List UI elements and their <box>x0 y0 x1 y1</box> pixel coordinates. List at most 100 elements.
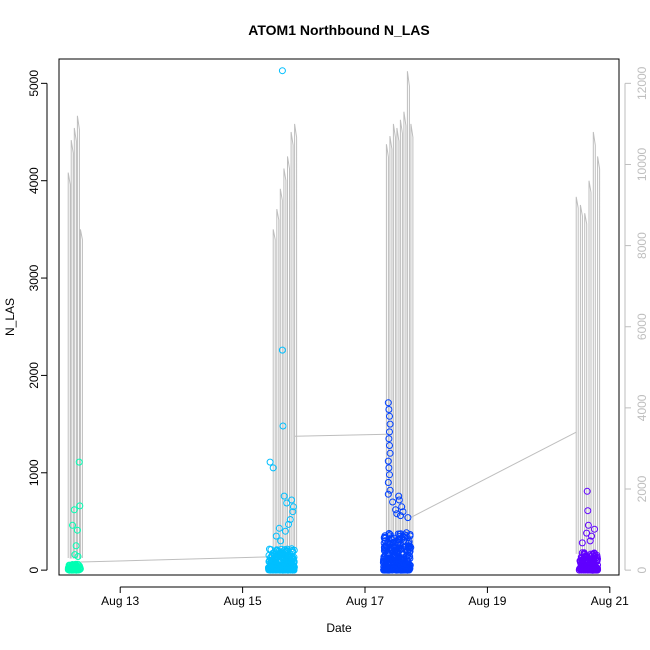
data-point <box>591 525 598 533</box>
data-point <box>398 557 406 564</box>
y-tick-label: 5000 <box>27 70 41 97</box>
data-point <box>584 521 592 529</box>
secondary-line-segment <box>67 115 83 559</box>
y-tick-label: 0 <box>27 566 41 573</box>
data-point <box>285 520 292 528</box>
data-point <box>71 561 79 569</box>
data-point <box>397 512 404 520</box>
data-point <box>278 346 286 354</box>
data-point <box>403 529 410 537</box>
data-point <box>385 435 393 443</box>
data-point <box>386 471 393 479</box>
data-point <box>385 464 393 472</box>
data-point <box>592 556 600 564</box>
data-point <box>593 551 601 559</box>
data-point <box>578 560 586 568</box>
plot-frame <box>58 58 620 576</box>
y2-tick-label: 10000 <box>635 147 649 181</box>
data-point <box>275 524 283 532</box>
data-point <box>288 496 296 504</box>
x-tick-label: Aug 13 <box>101 594 139 608</box>
x-tick-label: Aug 19 <box>468 594 506 608</box>
data-point <box>381 543 388 551</box>
data-point <box>405 538 413 546</box>
y-tick-label: 4000 <box>27 167 41 194</box>
y2-tick-label: 6000 <box>635 313 649 340</box>
y2-tick-label: 4000 <box>635 394 649 421</box>
data-point <box>272 532 280 540</box>
data-point <box>272 549 280 557</box>
data-point <box>393 510 401 518</box>
data-point <box>72 542 80 550</box>
x-tick-label: Aug 21 <box>591 594 629 608</box>
secondary-line-bridge <box>410 431 577 518</box>
data-point <box>386 420 394 428</box>
secondary-line-bridge <box>80 556 274 563</box>
secondary-line-bridge <box>294 433 387 437</box>
data-point <box>274 563 282 571</box>
data-point <box>395 492 403 500</box>
data-point <box>586 537 594 545</box>
data-point <box>289 503 297 511</box>
data-point <box>382 534 389 542</box>
data-point <box>280 492 288 500</box>
data-point <box>385 566 393 573</box>
data-point <box>381 532 389 540</box>
data-point <box>76 566 83 574</box>
data-point <box>277 537 285 545</box>
chart-title: ATOM1 Northbound N_LAS <box>248 22 429 38</box>
data-point <box>384 399 392 407</box>
data-point <box>67 566 75 574</box>
data-point <box>384 457 392 465</box>
data-point <box>290 558 298 566</box>
data-point <box>386 449 394 457</box>
data-point <box>390 558 398 566</box>
y2-tick-label: 8000 <box>635 232 649 259</box>
data-point <box>380 565 388 573</box>
data-point <box>405 549 413 557</box>
data-point <box>384 479 392 486</box>
data-point <box>394 539 402 546</box>
data-point <box>386 541 394 548</box>
data-point <box>402 560 410 568</box>
data-point <box>380 558 388 566</box>
data-point <box>384 490 392 498</box>
points-layer <box>64 67 602 574</box>
data-point <box>584 507 592 515</box>
data-point <box>289 508 297 516</box>
data-point <box>578 556 586 564</box>
y-tick-label: 1000 <box>27 459 41 486</box>
data-point <box>579 565 587 573</box>
data-point <box>394 536 402 543</box>
axes-layer: 0 1000 2000 3000 4000 5000 0 2000 4000 6000 8000 10… <box>27 66 649 608</box>
data-point <box>388 544 396 552</box>
x-axis-label: Date <box>326 621 352 635</box>
data-point <box>269 464 277 472</box>
data-point <box>578 549 586 557</box>
data-point <box>279 422 287 430</box>
data-point <box>392 506 400 514</box>
y-tick-label: 3000 <box>27 264 41 291</box>
data-point <box>73 526 81 534</box>
data-point <box>402 532 410 540</box>
data-point <box>395 496 403 504</box>
data-point <box>386 442 393 449</box>
data-point <box>289 565 297 573</box>
data-point <box>400 533 408 541</box>
data-point <box>403 534 411 542</box>
y-tick-label: 2000 <box>27 362 41 389</box>
data-point <box>74 553 82 560</box>
data-point <box>385 406 393 413</box>
secondary-line-layer <box>67 71 601 563</box>
secondary-line-segment <box>272 123 298 551</box>
data-point <box>380 547 388 555</box>
data-point <box>265 565 273 572</box>
data-point <box>69 521 76 529</box>
data-point <box>281 527 289 535</box>
y2-tick-label: 0 <box>635 566 649 573</box>
data-point <box>267 561 275 569</box>
data-point <box>587 559 595 567</box>
data-point <box>76 502 84 510</box>
data-point <box>386 428 393 436</box>
